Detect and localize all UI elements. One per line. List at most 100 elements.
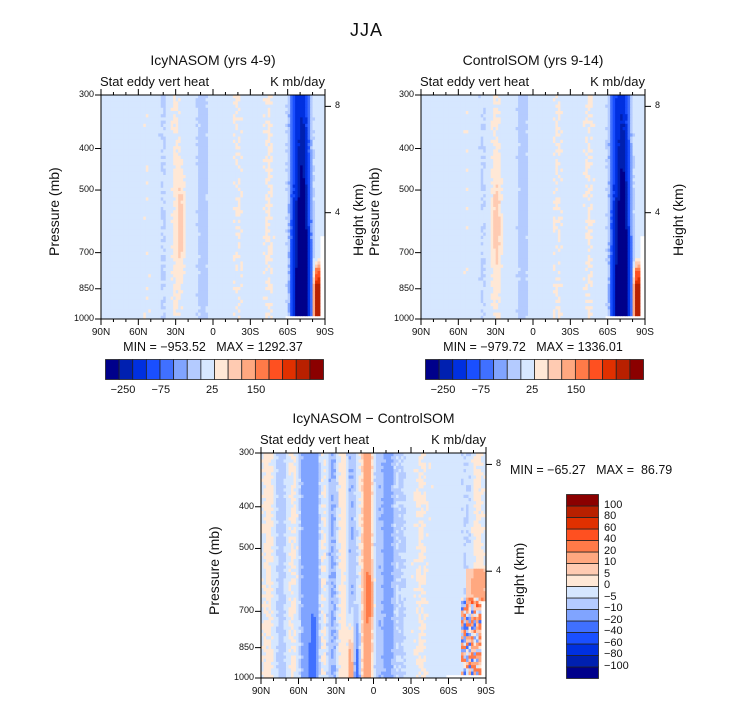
field-cell <box>133 111 137 115</box>
field-cell <box>242 210 246 214</box>
field-cell <box>272 200 276 205</box>
field-cell <box>158 216 162 221</box>
field-cell <box>295 159 299 163</box>
field-cell <box>205 197 209 201</box>
field-cell <box>195 107 199 112</box>
field-cell <box>287 216 291 221</box>
field-cell <box>310 136 313 141</box>
field-cell <box>230 191 234 195</box>
field-cell <box>257 165 261 169</box>
field-cell <box>133 178 137 182</box>
field-cell <box>113 223 117 227</box>
field-cell <box>237 178 241 182</box>
field-cell <box>250 258 254 262</box>
field-cell <box>143 175 147 179</box>
field-cell <box>297 107 301 112</box>
field-cell <box>163 216 167 221</box>
field-cell <box>252 245 256 249</box>
field-cell <box>103 251 107 256</box>
field-cell <box>200 216 204 221</box>
field-cell <box>160 255 164 259</box>
field-cell <box>168 155 172 160</box>
field-cell <box>225 120 229 125</box>
field-cell <box>153 162 157 166</box>
field-cell <box>120 130 124 134</box>
field-cell <box>153 111 157 115</box>
field-cell <box>130 197 134 201</box>
field-cell <box>247 207 251 211</box>
field-cell <box>275 251 279 256</box>
field-cell <box>148 184 152 189</box>
field-cell <box>198 155 201 160</box>
field-cell <box>252 152 256 157</box>
field-cell <box>133 245 137 249</box>
field-cell <box>322 232 326 237</box>
field-cell <box>193 239 196 243</box>
field-cell <box>275 232 279 237</box>
field-cell <box>300 168 303 173</box>
field-cell <box>305 191 308 195</box>
field-cell <box>188 232 191 237</box>
field-cell <box>280 111 284 115</box>
field-cell <box>175 213 179 217</box>
field-cell <box>232 245 236 249</box>
field-cell <box>165 101 169 105</box>
field-cell <box>320 232 323 237</box>
field-cell <box>145 232 149 237</box>
field-cell <box>203 210 206 214</box>
field-cell <box>110 95 114 99</box>
field-cell <box>267 143 271 147</box>
field-cell <box>215 271 219 275</box>
field-cell <box>101 261 104 265</box>
field-cell <box>257 235 261 240</box>
field-cell <box>185 232 189 237</box>
field-cell <box>195 149 199 153</box>
field-cell <box>130 165 134 169</box>
field-cell <box>205 251 209 256</box>
field-cell <box>153 107 157 112</box>
field-cell <box>262 133 266 137</box>
field-cell <box>115 264 119 269</box>
field-cell <box>143 219 147 224</box>
field-cell <box>165 245 169 249</box>
field-cell <box>193 271 196 275</box>
field-cell <box>158 111 162 115</box>
field-cell <box>178 146 182 150</box>
field-cell <box>217 235 221 240</box>
field-cell <box>267 248 271 253</box>
field-cell <box>252 261 256 265</box>
field-cell <box>163 235 167 240</box>
field-cell <box>275 155 279 160</box>
field-cell <box>113 216 117 221</box>
field-cell <box>158 175 162 179</box>
field-cell <box>277 95 281 99</box>
field-cell <box>262 207 266 211</box>
field-cell <box>247 267 251 272</box>
field-cell <box>250 146 254 150</box>
field-cell <box>155 194 159 198</box>
field-cell <box>277 136 281 141</box>
field-cell <box>302 251 306 256</box>
field-cell <box>270 194 274 198</box>
field-cell <box>178 155 182 160</box>
field-cell <box>220 175 224 179</box>
field-cell <box>270 267 274 272</box>
field-cell <box>108 264 112 269</box>
field-cell <box>145 127 149 131</box>
field-cell <box>113 130 117 134</box>
field-cell <box>272 235 276 240</box>
field-cell <box>175 120 179 125</box>
field-cell <box>133 207 137 211</box>
field-cell <box>247 175 251 179</box>
field-cell <box>290 130 294 134</box>
field-cell <box>277 181 281 185</box>
field-cell <box>143 104 147 109</box>
field-cell <box>292 264 296 269</box>
field-cell <box>101 226 104 230</box>
field-cell <box>317 165 321 169</box>
field-cell <box>173 168 177 173</box>
field-cell <box>113 133 117 137</box>
field-cell <box>203 229 206 233</box>
field-cell <box>133 181 137 185</box>
field-cell <box>101 111 104 115</box>
